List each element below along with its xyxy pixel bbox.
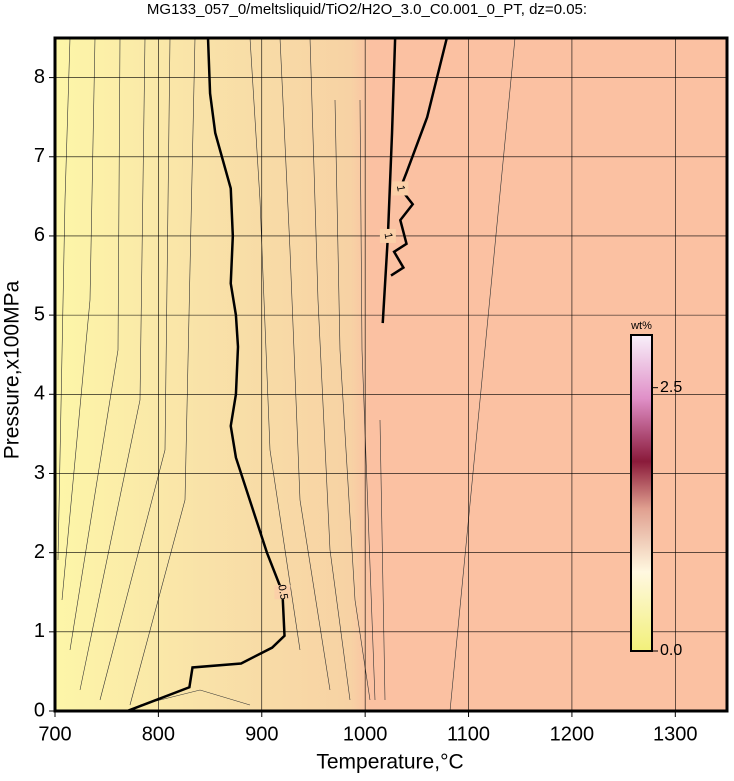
y-tick-label: 1	[34, 620, 45, 642]
y-tick-label: 4	[34, 383, 45, 405]
x-tick-label: 700	[38, 723, 71, 745]
contour-label: 1	[394, 184, 407, 192]
contour-label-bg	[274, 585, 291, 600]
x-tick-label: 1300	[653, 723, 698, 745]
colorbar	[630, 334, 653, 652]
x-axis-label: Temperature,°C	[316, 751, 463, 774]
x-tick-label: 900	[245, 723, 278, 745]
x-tick-label: 1000	[343, 723, 388, 745]
minor-contours	[57, 37, 516, 712]
contour-line	[381, 37, 397, 324]
y-tick-label: 3	[34, 462, 45, 484]
x-tick-label: 1200	[550, 723, 595, 745]
contour-line	[126, 37, 286, 713]
contour-label-bg	[392, 181, 409, 196]
y-tick-label: 2	[34, 541, 45, 563]
frame	[53, 36, 729, 713]
colorbar-label: wt%	[630, 320, 652, 332]
x-tick-label: 800	[142, 723, 175, 745]
y-axis-label: Pressure,x100MPa	[1, 280, 24, 459]
y-tick-label: 8	[34, 66, 45, 88]
y-tick-label: 5	[34, 303, 45, 325]
contour-label-bg	[379, 228, 396, 243]
contour-label: 0.5	[275, 584, 289, 601]
y-tick-label: 0	[34, 699, 45, 721]
y-tick-label: 6	[34, 224, 45, 246]
contour-line	[390, 37, 449, 277]
y-tick-label: 7	[34, 145, 45, 167]
contour-label: 1	[382, 232, 395, 240]
x-tick-label: 1100	[447, 723, 490, 745]
chart-title: MG133_057_0/meltsliquid/TiO2/H2O_3.0_C0.…	[147, 1, 587, 18]
colorbar-tick-label: 0.0	[660, 642, 682, 659]
colorbar-tick-label: 2.5	[660, 379, 682, 396]
